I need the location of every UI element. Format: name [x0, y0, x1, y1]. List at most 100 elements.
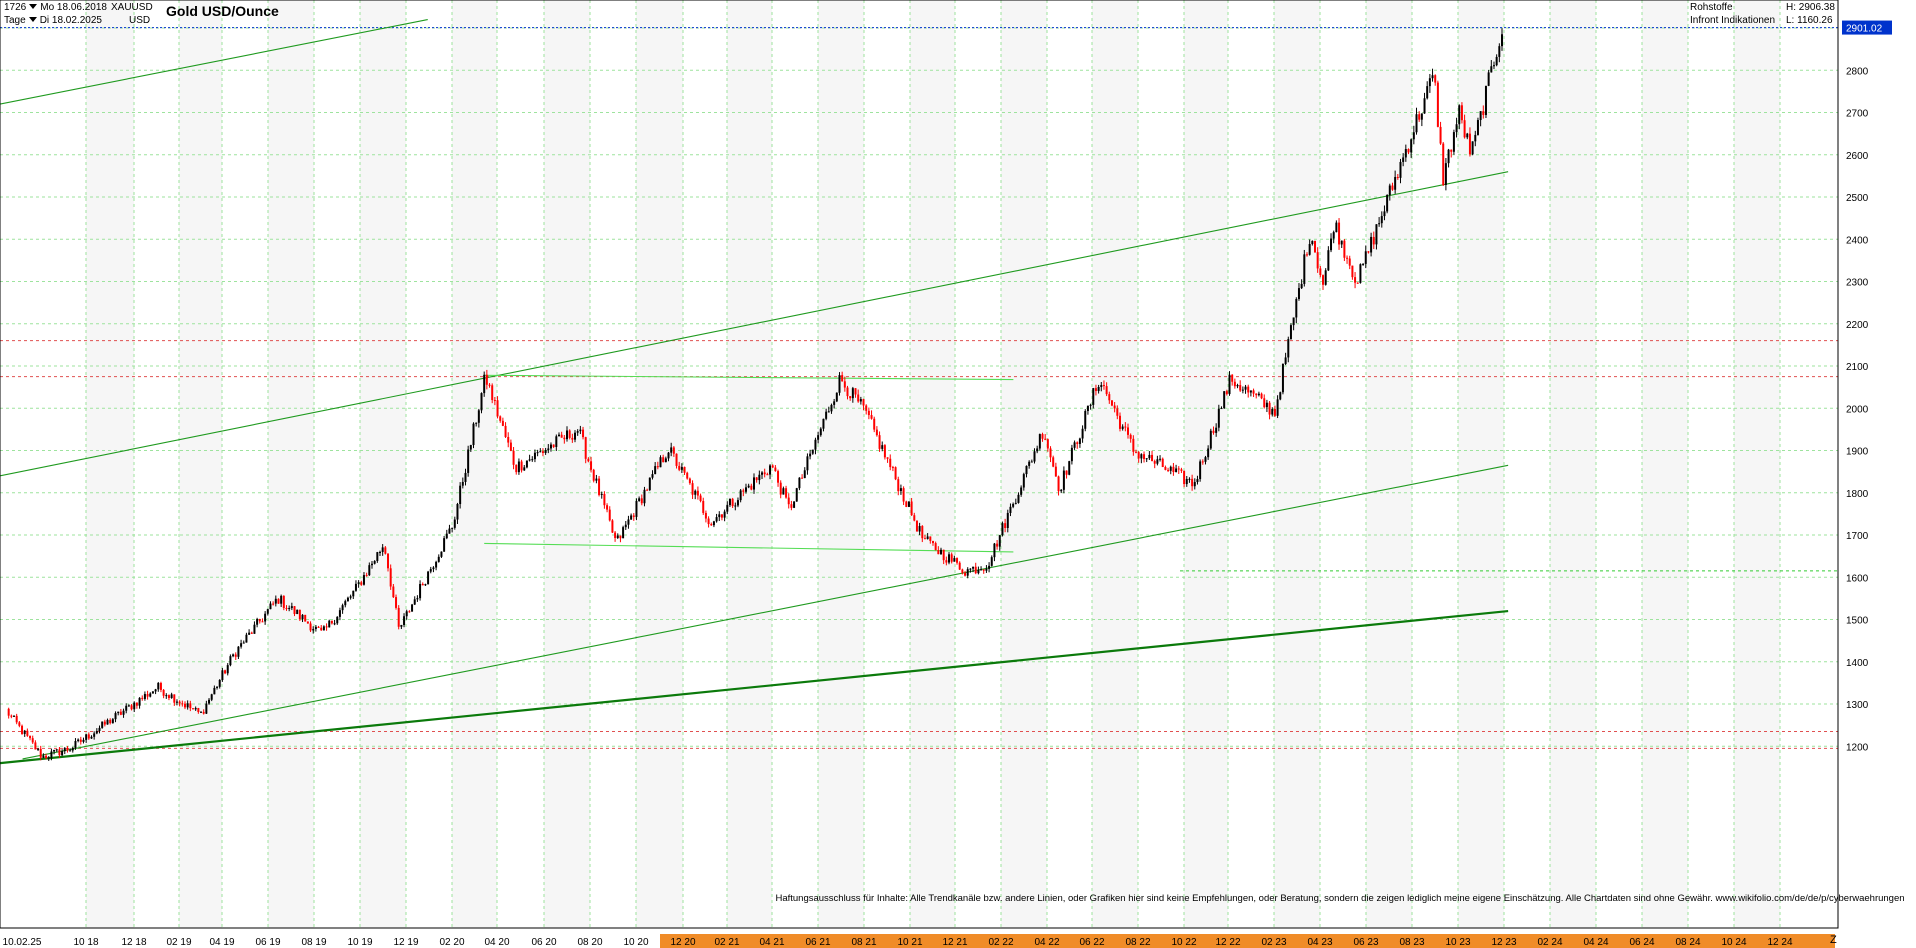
candle [704, 510, 707, 523]
y-tick-label: 1300 [1846, 700, 1869, 711]
x-tick-label: 12 23 [1491, 937, 1516, 948]
candle-body [956, 558, 959, 563]
candle-body [258, 619, 261, 622]
period-selector[interactable]: Tage [4, 15, 26, 26]
candle-body [21, 725, 24, 734]
x-tick-label: 02 19 [166, 937, 191, 948]
candle-body [525, 460, 528, 468]
candle [902, 486, 905, 506]
candle [1201, 459, 1204, 465]
candle-body [1292, 317, 1295, 326]
band [86, 0, 134, 928]
candle [392, 583, 395, 599]
candle-body [536, 452, 539, 454]
x-tick-label: 06 21 [805, 937, 830, 948]
candle-body [507, 436, 510, 443]
candle [288, 605, 291, 612]
candle [755, 477, 758, 483]
candle [918, 522, 921, 536]
candle [1305, 252, 1308, 257]
candle [771, 464, 774, 468]
candle-body [400, 624, 403, 627]
header-period[interactable]: Tage Di 18.02.2025 [4, 15, 102, 27]
candle-body [1212, 430, 1215, 433]
candle-body [421, 583, 424, 586]
candle [862, 398, 865, 411]
candle-body [1156, 459, 1159, 464]
candle-body [910, 501, 913, 516]
candle-body [1468, 133, 1471, 155]
candle-body [1407, 149, 1410, 153]
candle-body [1185, 479, 1188, 485]
candle [846, 385, 849, 400]
candle [1260, 392, 1263, 400]
chevron-down-icon[interactable] [29, 4, 38, 9]
candle-body [23, 730, 26, 734]
candle [333, 619, 336, 626]
candle [937, 546, 940, 555]
candle [143, 691, 146, 701]
candle [851, 386, 854, 403]
candle-body [763, 472, 766, 475]
candle [1121, 424, 1124, 431]
x-tick-label: 12 19 [393, 937, 418, 948]
candle [1113, 402, 1116, 413]
candle [338, 607, 341, 621]
header-bars-count[interactable]: 1726 Mo 18.06.2018 [4, 2, 107, 14]
candle [1228, 371, 1231, 396]
candle-body [261, 621, 264, 623]
candle [854, 388, 857, 398]
candle [1036, 445, 1039, 454]
candle-body [1046, 439, 1049, 449]
candlestick-series[interactable] [7, 28, 1503, 761]
candle-body [93, 733, 96, 737]
candle [106, 718, 109, 725]
candle [1292, 317, 1295, 331]
candle-body [574, 432, 577, 440]
candle [894, 466, 897, 481]
candle-body [827, 411, 830, 413]
candle-body [256, 619, 259, 625]
candle-body [1335, 222, 1338, 233]
candle-body [1199, 461, 1202, 480]
candle-body [317, 626, 320, 628]
candle-body [1476, 120, 1479, 135]
candle-body [993, 543, 996, 558]
candle [822, 418, 825, 432]
candle-body [1124, 426, 1127, 428]
candle [648, 477, 651, 492]
candle [464, 468, 467, 486]
candle [39, 745, 42, 761]
candle [1070, 444, 1073, 465]
candle-body [403, 616, 406, 625]
candle-body [183, 703, 186, 708]
candle [373, 560, 376, 565]
candle [250, 631, 253, 635]
candle [1137, 451, 1140, 463]
candle-body [240, 643, 243, 647]
candle-body [766, 474, 769, 476]
candle [843, 376, 846, 392]
candle [170, 692, 173, 699]
y-tick-label: 2700 [1846, 109, 1869, 120]
candle-body [1121, 426, 1124, 429]
candle [1268, 401, 1271, 420]
trendline-range-top [484, 374, 1014, 381]
chevron-down-icon[interactable] [28, 17, 37, 22]
candle-body [293, 606, 296, 615]
candle-body [1089, 404, 1092, 406]
candle [475, 422, 478, 427]
candle-body [603, 493, 606, 506]
candle [472, 422, 475, 449]
candle-body [111, 719, 114, 724]
candle [560, 431, 563, 438]
x-tick-label: 08 22 [1125, 937, 1150, 948]
candle [624, 520, 627, 530]
candle-body [568, 430, 571, 438]
candle-body [1052, 457, 1055, 467]
candle [403, 613, 406, 628]
candle-body [819, 428, 822, 436]
candle-body [980, 569, 983, 571]
candle [1159, 455, 1162, 462]
